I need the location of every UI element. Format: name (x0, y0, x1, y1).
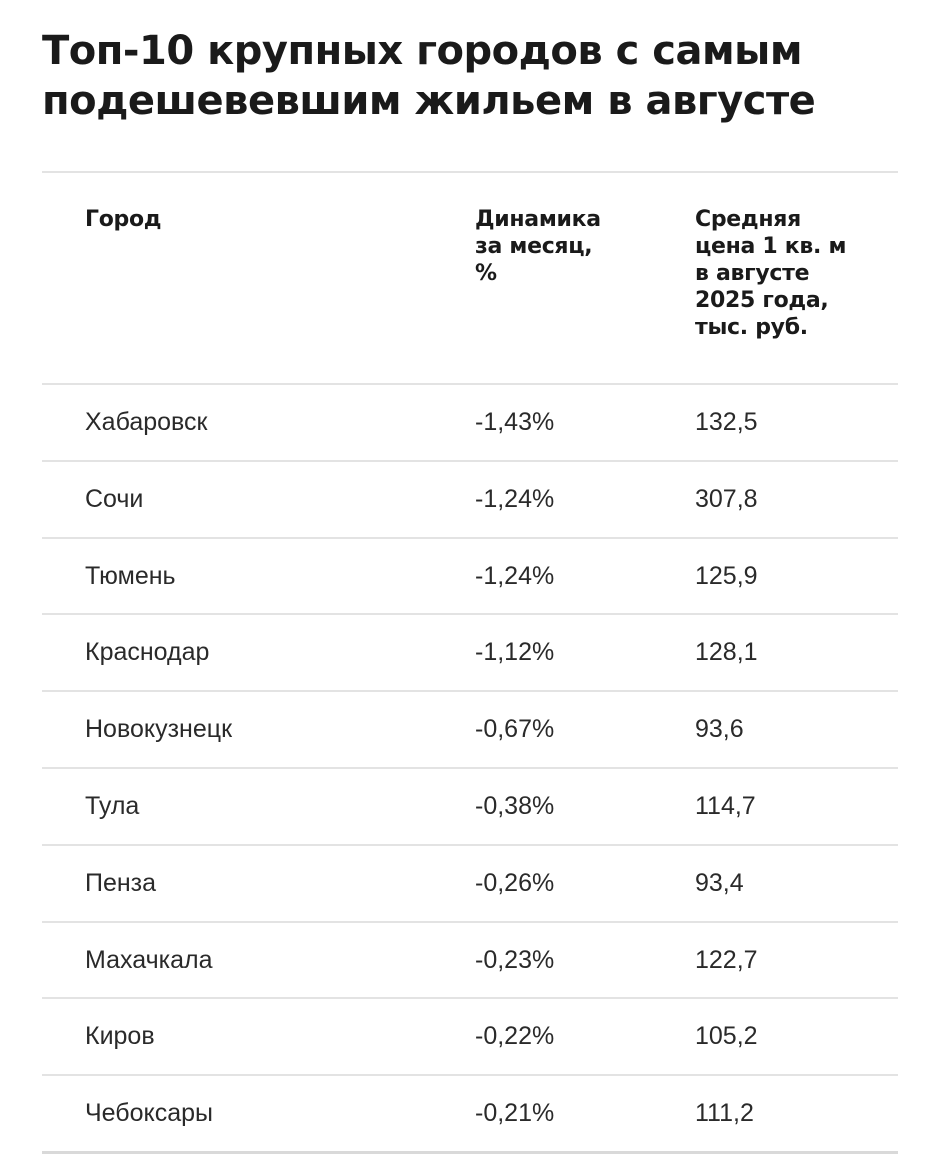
header-price: Средняя цена 1 кв. м в августе 2025 года… (695, 206, 846, 341)
city-cell: Тула (85, 791, 140, 820)
price-cell: 132,5 (695, 408, 758, 436)
title-line-1: Топ-10 крупных городов с самым (42, 28, 803, 74)
city-cell: Чебоксары (85, 1099, 214, 1128)
dynamics-cell: -0,21% (475, 1099, 555, 1128)
header-price-line: 2025 года, (695, 288, 829, 313)
city-cell: Махачкала (85, 945, 213, 974)
dynamics-cell: -1,24% (475, 484, 555, 513)
header-price-line: цена 1 кв. м (695, 234, 847, 259)
city-cell: Хабаровск (85, 408, 208, 436)
dynamics-cell: -0,67% (475, 715, 555, 744)
dynamics-cell: -1,12% (475, 638, 555, 667)
city-cell: Новокузнецк (85, 715, 233, 744)
table-row: Краснодар -1,12% 128,1 (42, 615, 898, 693)
table-row: Новокузнецк -0,67% 93,6 (42, 692, 898, 769)
header-dynamics-line: Динамика (475, 207, 601, 232)
header-dynamics-line: за месяц, (475, 234, 593, 259)
dynamics-cell: -0,38% (475, 791, 555, 820)
dynamics-cell: -0,23% (475, 945, 555, 974)
table-row: Хабаровск -1,43% 132,5 (42, 385, 898, 462)
dynamics-cell: -1,43% (475, 408, 555, 436)
title-line-2: подешевевшим жильем в августе (42, 78, 816, 124)
header-dynamics: Динамика за месяц, % (475, 206, 601, 287)
header-city: Город (85, 206, 162, 233)
table-row: Тула -0,38% 114,7 (42, 769, 898, 846)
price-cell: 93,6 (695, 715, 744, 744)
price-cell: 111,2 (695, 1099, 754, 1128)
price-cell: 114,7 (695, 791, 756, 820)
header-price-line: тыс. руб. (695, 315, 808, 340)
dynamics-cell: -0,26% (475, 868, 555, 897)
city-cell: Сочи (85, 484, 144, 513)
price-cell: 307,8 (695, 484, 758, 513)
price-cell: 128,1 (695, 638, 758, 667)
cities-table: Город Динамика за месяц, % Средняя цена … (42, 171, 898, 1154)
city-cell: Киров (85, 1022, 155, 1051)
header-price-line: в августе (695, 261, 810, 286)
table-row: Киров -0,22% 105,2 (42, 999, 898, 1077)
price-cell: 105,2 (695, 1022, 758, 1051)
dynamics-cell: -1,24% (475, 561, 555, 590)
table-row: Тюмень -1,24% 125,9 (42, 539, 898, 616)
table-header-row: Город Динамика за месяц, % Средняя цена … (42, 173, 898, 385)
price-cell: 125,9 (695, 561, 758, 590)
table-row: Пенза -0,26% 93,4 (42, 846, 898, 923)
header-city-label: Город (85, 207, 162, 232)
city-cell: Тюмень (85, 561, 176, 590)
table-row: Сочи -1,24% 307,8 (42, 462, 898, 539)
city-cell: Пенза (85, 868, 157, 897)
header-price-line: Средняя (695, 207, 801, 232)
table-row: Махачкала -0,23% 122,7 (42, 923, 898, 1000)
city-cell: Краснодар (85, 638, 210, 667)
table-row: Чебоксары -0,21% 111,2 (42, 1076, 898, 1154)
price-cell: 122,7 (695, 945, 758, 974)
dynamics-cell: -0,22% (475, 1022, 555, 1051)
page-title: Топ-10 крупных городов с самым подешевев… (42, 26, 902, 126)
header-dynamics-line: % (475, 261, 497, 286)
price-cell: 93,4 (695, 868, 744, 897)
